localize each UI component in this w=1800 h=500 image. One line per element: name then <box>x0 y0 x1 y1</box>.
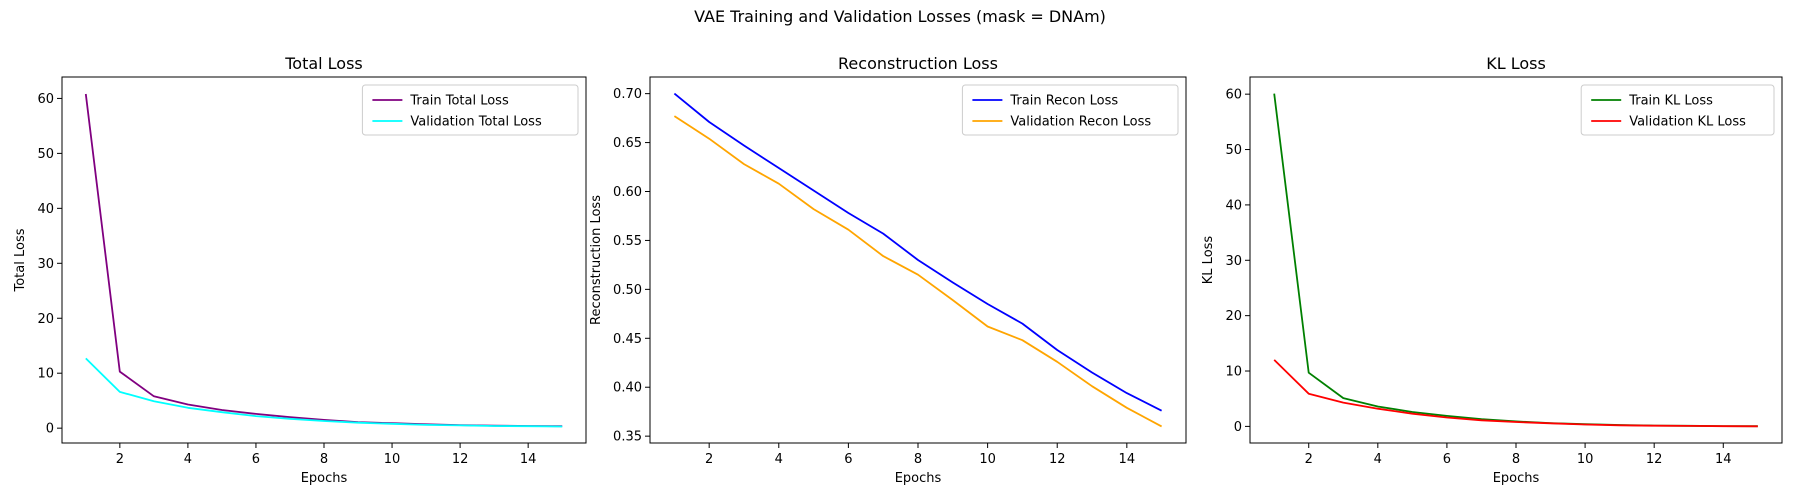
x-tick-label: 6 <box>1443 452 1451 467</box>
x-tick-label: 2 <box>116 452 124 467</box>
legend-entry: Train Total Loss <box>409 94 509 109</box>
x-tick-label: 4 <box>775 452 783 467</box>
series-line-2 <box>85 357 563 428</box>
x-tick-label: 14 <box>520 452 537 467</box>
x-axis-label: Epochs <box>895 471 942 486</box>
legend: Train Recon Loss Validation Recon Loss <box>961 84 1179 136</box>
figure-suptitle: VAE Training and Validation Losses (mask… <box>694 7 1106 26</box>
series-line-1 <box>84 93 563 428</box>
y-tick-label: 0 <box>1234 420 1242 435</box>
x-tick-label: 10 <box>1577 452 1594 467</box>
y-tick-label: 30 <box>1225 254 1242 269</box>
y-tick-label: 40 <box>37 202 54 217</box>
x-tick-label: 2 <box>705 452 713 467</box>
y-tick-label: 0.60 <box>613 185 642 200</box>
y-tick-label: 60 <box>37 92 54 107</box>
y-tick-label: 0.45 <box>613 332 642 347</box>
chart-title: Total Loss <box>284 54 363 73</box>
chart-title: KL Loss <box>1486 54 1546 73</box>
x-tick-label: 10 <box>979 452 996 467</box>
legend-box <box>1580 84 1775 136</box>
y-tick-label: 0.35 <box>613 430 642 445</box>
chart-panel-2: Reconstruction Loss 2 4 6 8 10 12 14 0.35 0.40 0.4… <box>589 54 1187 486</box>
legend: Train Total Loss Validation Total Loss <box>361 84 579 136</box>
series-line-1 <box>1273 93 1758 428</box>
x-tick-label: 12 <box>1049 452 1066 467</box>
chart-panel-3: KL Loss 2 4 6 8 10 12 14 0 10 20 30 40 50 60 Epochs KL L… <box>1201 54 1783 486</box>
y-tick-label: 0.40 <box>613 381 642 396</box>
x-tick-label: 4 <box>184 452 192 467</box>
y-tick-label: 20 <box>37 312 54 327</box>
y-tick-label: 0.55 <box>613 234 642 249</box>
y-tick-label: 50 <box>37 147 54 162</box>
legend-box <box>361 84 579 136</box>
y-tick-label: 10 <box>37 367 54 382</box>
legend: Train KL Loss Validation KL Loss <box>1580 84 1775 136</box>
legend-entry: Validation Total Loss <box>410 115 542 130</box>
series-line-2 <box>673 115 1163 428</box>
y-tick-label: 0.65 <box>613 136 642 151</box>
x-axis-label: Epochs <box>301 471 348 486</box>
chart-title: Reconstruction Loss <box>838 54 998 73</box>
x-tick-label: 8 <box>1512 452 1520 467</box>
y-tick-label: 20 <box>1225 309 1242 324</box>
legend-entry: Train KL Loss <box>1628 94 1713 109</box>
y-tick-label: 0.70 <box>613 87 642 102</box>
y-tick-label: 30 <box>37 257 54 272</box>
axes-frame <box>1249 76 1783 444</box>
x-tick-label: 8 <box>320 452 328 467</box>
y-tick-label: 40 <box>1225 198 1242 213</box>
x-tick-label: 14 <box>1715 452 1732 467</box>
x-tick-label: 12 <box>452 452 469 467</box>
x-tick-label: 8 <box>914 452 922 467</box>
y-axis-label: Reconstruction Loss <box>589 195 604 325</box>
y-tick-label: 50 <box>1225 143 1242 158</box>
x-tick-label: 14 <box>1119 452 1136 467</box>
x-tick-label: 12 <box>1646 452 1663 467</box>
y-tick-label: 60 <box>1225 88 1242 103</box>
y-tick-label: 0 <box>46 422 54 437</box>
legend-entry: Validation KL Loss <box>1629 115 1746 130</box>
legend-box <box>961 84 1179 136</box>
x-axis-label: Epochs <box>1493 471 1540 486</box>
legend-entry: Validation Recon Loss <box>1010 115 1151 130</box>
y-tick-label: 0.50 <box>613 283 642 298</box>
axes-frame <box>61 76 587 444</box>
chart-panel-1: Total Loss 2 4 6 8 10 12 14 0 10 20 30 40 50 60 Epochs T… <box>13 54 587 486</box>
legend-entry: Train Recon Loss <box>1009 94 1118 109</box>
series-line-1 <box>673 92 1163 412</box>
y-tick-label: 10 <box>1225 365 1242 380</box>
x-tick-label: 4 <box>1374 452 1382 467</box>
series-line-2 <box>1273 359 1758 428</box>
y-axis-label: KL Loss <box>1201 236 1216 285</box>
x-tick-label: 6 <box>252 452 260 467</box>
axes-frame <box>649 76 1187 444</box>
y-axis-label: Total Loss <box>13 228 28 292</box>
x-tick-label: 2 <box>1305 452 1313 467</box>
x-tick-label: 6 <box>844 452 852 467</box>
x-tick-label: 10 <box>384 452 401 467</box>
